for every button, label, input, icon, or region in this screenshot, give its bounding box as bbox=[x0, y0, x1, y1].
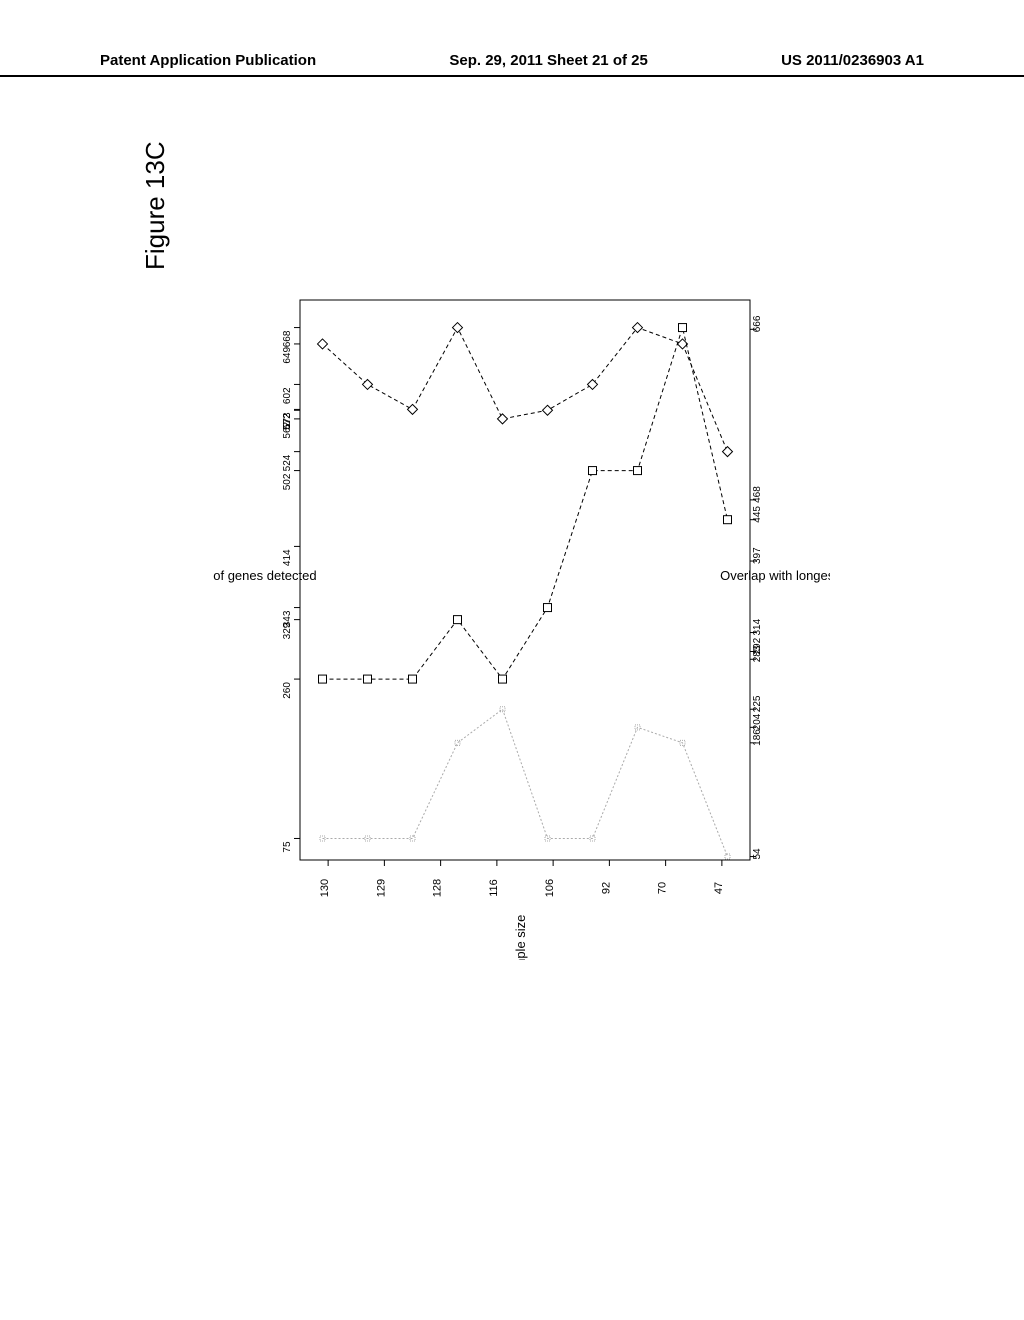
y-right-tick-label: 204 bbox=[752, 713, 763, 730]
y-right-tick-label: 225 bbox=[752, 695, 763, 712]
y-left-tick-label: 649 bbox=[282, 347, 293, 364]
x-tick-label: 116 bbox=[488, 879, 500, 897]
y-right-axis-label: Overlap with longest gene list bbox=[720, 568, 830, 583]
x-tick-label: 106 bbox=[544, 879, 556, 897]
x-ticks: 130 129 128 116 106 92 70 47 bbox=[319, 860, 725, 897]
figure-title: Figure 13C bbox=[140, 141, 171, 270]
header-center: Sep. 29, 2011 Sheet 21 of 25 bbox=[449, 52, 647, 69]
y-left-ticks: 75260329343414502524562572573602649668 bbox=[282, 328, 300, 853]
y-left-tick-label: 602 bbox=[282, 387, 293, 404]
series-overlap-squares bbox=[319, 324, 732, 684]
x-tick-label: 47 bbox=[713, 882, 725, 894]
header-left: Patent Application Publication bbox=[100, 52, 316, 69]
x-tick-label: 130 bbox=[319, 879, 331, 897]
y-right-tick-label: 468 bbox=[752, 486, 763, 503]
y-left-tick-label: 260 bbox=[282, 682, 293, 699]
page-header: Patent Application Publication Sep. 29, … bbox=[0, 52, 1024, 77]
y-right-tick-label: 666 bbox=[752, 315, 763, 332]
y-right-ticks: 54186204225283292314397445468666 bbox=[750, 315, 763, 859]
series-genes-detected bbox=[318, 323, 733, 457]
y-right-tick-label: 445 bbox=[752, 506, 763, 523]
y-left-tick-label: 524 bbox=[282, 454, 293, 471]
x-axis-label: Sample size bbox=[513, 915, 528, 960]
x-tick-label: 128 bbox=[432, 879, 444, 897]
x-tick-label: 129 bbox=[375, 879, 387, 897]
y-left-axis-label: Number of genes detected bbox=[210, 568, 317, 583]
chart-svg: 130129128116106927047 752603293434145025… bbox=[210, 260, 830, 960]
y-right-tick-label: 397 bbox=[752, 547, 763, 564]
y-right-tick-label: 292 bbox=[752, 637, 763, 654]
y-left-tick-label: 343 bbox=[282, 610, 293, 627]
y-right-tick-label: 314 bbox=[752, 618, 763, 635]
y-left-tick-label: 573 bbox=[282, 412, 293, 429]
header-right: US 2011/0236903 A1 bbox=[781, 52, 924, 69]
series-overlap-small bbox=[320, 707, 730, 859]
y-left-tick-label: 414 bbox=[282, 549, 293, 566]
y-left-tick-label: 75 bbox=[282, 841, 293, 853]
y-left-tick-label: 668 bbox=[282, 330, 293, 347]
figure-container: 130129128116106927047 752603293434145025… bbox=[210, 260, 830, 960]
x-tick-label: 92 bbox=[600, 882, 612, 894]
y-right-tick-label: 54 bbox=[752, 848, 763, 860]
x-tick-label: 70 bbox=[657, 882, 669, 894]
y-left-tick-label: 502 bbox=[282, 473, 293, 490]
